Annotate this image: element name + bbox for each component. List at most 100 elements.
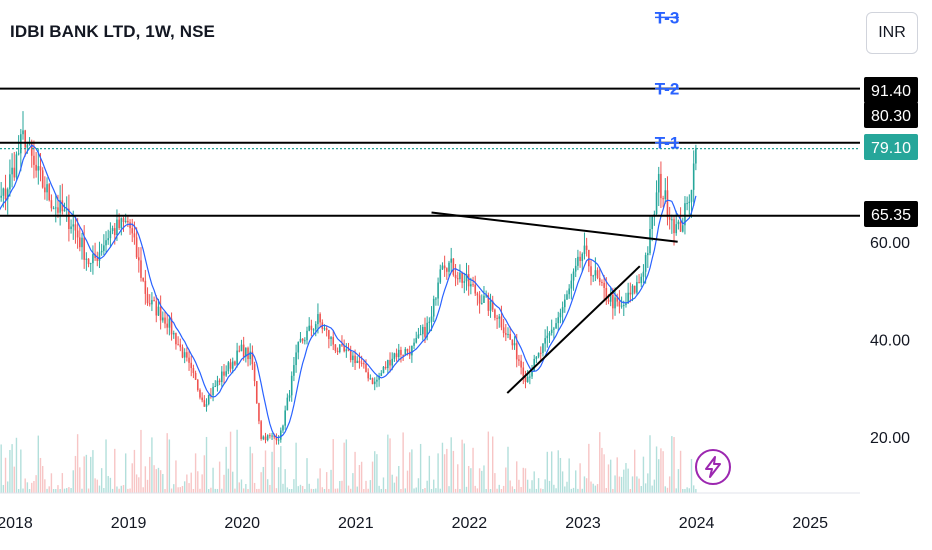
candle-body	[588, 249, 590, 267]
candle-body	[419, 334, 422, 336]
volume-bar	[498, 484, 500, 493]
volume-bar	[535, 488, 538, 493]
candle-body	[306, 330, 308, 341]
volume-bar	[374, 451, 376, 493]
volume-bar	[325, 472, 328, 493]
volume-bar	[522, 467, 524, 493]
volume-bar	[24, 478, 26, 493]
candle-body	[579, 256, 581, 262]
candle-body	[446, 268, 448, 272]
volume-bar	[592, 483, 594, 493]
candle-body	[46, 184, 48, 193]
candle-body	[17, 153, 20, 155]
volume-bar	[210, 487, 212, 493]
candle-body	[592, 275, 594, 277]
currency-selector[interactable]: INR	[866, 12, 918, 54]
candle-body	[500, 316, 503, 328]
x-axis[interactable]: 2018 2019 2020 2021 2022 2023 2024 2025	[0, 492, 860, 532]
volume-bar	[107, 476, 109, 493]
candle-body	[275, 437, 278, 441]
volume-bar	[467, 465, 470, 493]
candle-body	[142, 277, 144, 281]
volume-bar	[293, 479, 295, 493]
price-tag-bg	[864, 201, 918, 227]
volume-bar	[561, 471, 564, 493]
volume-bar	[81, 488, 83, 493]
volume-bar	[352, 473, 354, 493]
volume-bar	[159, 470, 162, 493]
lightning-bolt-icon[interactable]	[695, 449, 731, 485]
volume-bar	[203, 455, 206, 493]
candle-body	[111, 228, 114, 231]
volume-bars	[0, 429, 697, 493]
candle-body	[312, 329, 315, 331]
volume-bar	[430, 488, 433, 493]
candle-body	[502, 327, 505, 334]
candle-body	[186, 352, 188, 358]
volume-bar	[153, 465, 155, 493]
candle-body	[133, 233, 136, 238]
candle-body	[251, 351, 254, 365]
candle-body	[325, 328, 328, 331]
candle-body	[539, 352, 542, 354]
volume-bar	[317, 478, 319, 493]
volume-bar	[380, 488, 382, 493]
volume-bar	[39, 457, 42, 493]
candle-body	[341, 344, 343, 346]
candle-body	[476, 293, 479, 296]
candle-body	[494, 309, 496, 318]
candle-body	[574, 265, 577, 272]
candle-body	[277, 439, 280, 441]
candle-body	[162, 317, 164, 321]
volume-bar	[275, 488, 278, 493]
volume-bar	[277, 467, 280, 493]
candle-body	[177, 344, 179, 346]
volume-bar	[199, 488, 201, 493]
volume-bar	[612, 488, 614, 493]
candle-body	[129, 222, 131, 229]
candle-body	[413, 342, 415, 346]
volume-bar	[68, 487, 70, 493]
candle-body	[356, 360, 359, 364]
candle-body	[192, 368, 195, 374]
candle-body	[612, 294, 614, 309]
volume-bar	[376, 454, 378, 493]
candle-body	[380, 373, 383, 376]
volume-bar	[513, 488, 516, 493]
candle-body	[365, 364, 367, 373]
candle-body	[688, 201, 691, 204]
candle-body	[30, 141, 33, 156]
candle-body	[236, 350, 238, 365]
volume-bar	[599, 432, 601, 493]
volume-bar	[446, 448, 448, 493]
candle-body	[614, 297, 616, 309]
volume-bar	[472, 447, 474, 493]
volume-bar	[609, 459, 612, 493]
candle-body	[100, 250, 103, 253]
candle-body	[218, 380, 221, 383]
x-tick-label: 2018	[0, 515, 33, 532]
volume-bar	[422, 488, 424, 493]
candle-body	[660, 173, 662, 199]
volume-bar	[253, 482, 256, 493]
volume-bar	[225, 446, 227, 493]
volume-bar	[61, 473, 64, 493]
candle-body	[347, 349, 350, 351]
price-tag-label: 80.30	[871, 108, 911, 125]
volume-bar	[605, 488, 608, 493]
candle-body	[686, 203, 688, 205]
candle-body	[179, 344, 182, 348]
volume-bar	[31, 482, 33, 493]
volume-bar	[555, 488, 557, 493]
volume-bar	[428, 455, 431, 493]
candle-body	[675, 224, 678, 234]
y-axis[interactable]: 20.00 40.00 60.00	[870, 235, 910, 447]
candle-body	[290, 375, 293, 396]
candle-body	[35, 164, 37, 171]
volume-bar	[15, 437, 18, 493]
candle-body	[323, 328, 326, 330]
volume-bar	[332, 439, 334, 493]
candle-body	[371, 378, 374, 385]
volume-bar	[13, 466, 15, 493]
